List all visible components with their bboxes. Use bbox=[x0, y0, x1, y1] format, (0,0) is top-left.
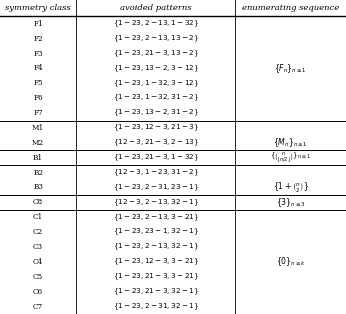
Text: $\{M_n\}_{n\geq 1}$: $\{M_n\}_{n\geq 1}$ bbox=[273, 137, 308, 149]
Text: B2: B2 bbox=[33, 169, 43, 176]
Text: C7: C7 bbox=[33, 303, 43, 311]
Text: B3: B3 bbox=[33, 183, 43, 192]
Text: $\{1-23, 2-13, 3-21\}$: $\{1-23, 2-13, 3-21\}$ bbox=[113, 212, 199, 223]
Text: $\{1-23, 21-3, 3-21\}$: $\{1-23, 21-3, 3-21\}$ bbox=[113, 272, 199, 282]
Text: C3: C3 bbox=[33, 243, 43, 251]
Text: $\{3\}_{n\geq 3}$: $\{3\}_{n\geq 3}$ bbox=[276, 196, 306, 209]
Text: $\{1-23, 2-13, 1-32\}$: $\{1-23, 2-13, 1-32\}$ bbox=[113, 19, 199, 29]
Text: M2: M2 bbox=[32, 139, 44, 147]
Text: $\{\binom{n}{\lfloor n/2\rfloor}\}_{n\geq 1}$: $\{\binom{n}{\lfloor n/2\rfloor}\}_{n\ge… bbox=[270, 151, 311, 165]
Text: F1: F1 bbox=[33, 20, 43, 28]
Text: $\{1-23, 21-3, 32-1\}$: $\{1-23, 21-3, 32-1\}$ bbox=[113, 286, 199, 297]
Text: $\{1-23, 2-31, 32-1\}$: $\{1-23, 2-31, 32-1\}$ bbox=[113, 301, 199, 312]
Text: $\{1-23, 23-1, 32-1\}$: $\{1-23, 23-1, 32-1\}$ bbox=[113, 227, 199, 237]
Text: $\{1-23, 21-3, 13-2\}$: $\{1-23, 21-3, 13-2\}$ bbox=[113, 48, 199, 59]
Text: M1: M1 bbox=[32, 124, 44, 132]
Text: $\{1-23, 1-32, 3-12\}$: $\{1-23, 1-32, 3-12\}$ bbox=[113, 78, 199, 89]
Text: $\{12-3, 2-13, 32-1\}$: $\{12-3, 2-13, 32-1\}$ bbox=[113, 197, 199, 208]
Text: F6: F6 bbox=[33, 94, 43, 102]
Text: $\{1-23, 12-3, 3-21\}$: $\{1-23, 12-3, 3-21\}$ bbox=[113, 257, 199, 267]
Text: enumerating sequence: enumerating sequence bbox=[242, 4, 339, 12]
Text: F3: F3 bbox=[33, 50, 43, 57]
Text: F5: F5 bbox=[33, 79, 43, 87]
Text: $\{12-3, 21-3, 2-13\}$: $\{12-3, 21-3, 2-13\}$ bbox=[113, 138, 199, 148]
Text: $\{1+\binom{n}{2}\}$: $\{1+\binom{n}{2}\}$ bbox=[273, 180, 309, 195]
Text: C8: C8 bbox=[33, 198, 43, 206]
Text: F2: F2 bbox=[33, 35, 43, 43]
Text: avoided patterns: avoided patterns bbox=[120, 4, 191, 12]
Text: F4: F4 bbox=[33, 64, 43, 73]
Text: $\{1-23, 1-32, 31-2\}$: $\{1-23, 1-32, 31-2\}$ bbox=[113, 93, 199, 103]
Text: C1: C1 bbox=[33, 213, 43, 221]
Text: $\{12-3, 1-23, 31-2\}$: $\{12-3, 1-23, 31-2\}$ bbox=[113, 167, 199, 178]
Text: $\{1-23, 21-3, 1-32\}$: $\{1-23, 21-3, 1-32\}$ bbox=[113, 153, 199, 163]
Text: C6: C6 bbox=[33, 288, 43, 296]
Text: $\{1-23, 2-31, 23-1\}$: $\{1-23, 2-31, 23-1\}$ bbox=[113, 182, 199, 193]
Text: $\{1-23, 2-13, 13-2\}$: $\{1-23, 2-13, 13-2\}$ bbox=[113, 33, 199, 44]
Text: C5: C5 bbox=[33, 273, 43, 281]
Text: $\{F_n\}_{n\geq 1}$: $\{F_n\}_{n\geq 1}$ bbox=[274, 62, 307, 75]
Text: $\{1-23, 13-2, 31-2\}$: $\{1-23, 13-2, 31-2\}$ bbox=[113, 108, 199, 118]
Text: symmetry class: symmetry class bbox=[5, 4, 71, 12]
Text: $\{1-23, 13-2, 3-12\}$: $\{1-23, 13-2, 3-12\}$ bbox=[113, 63, 199, 74]
Text: $\{1-23, 12-3, 21-3\}$: $\{1-23, 12-3, 21-3\}$ bbox=[113, 123, 199, 133]
Text: C4: C4 bbox=[33, 258, 43, 266]
Text: B1: B1 bbox=[33, 154, 43, 162]
Text: F7: F7 bbox=[33, 109, 43, 117]
Text: $\{1-23, 2-13, 32-1\}$: $\{1-23, 2-13, 32-1\}$ bbox=[113, 242, 199, 252]
Text: C2: C2 bbox=[33, 228, 43, 236]
Text: $\{0\}_{n\geq k}$: $\{0\}_{n\geq k}$ bbox=[276, 256, 306, 268]
